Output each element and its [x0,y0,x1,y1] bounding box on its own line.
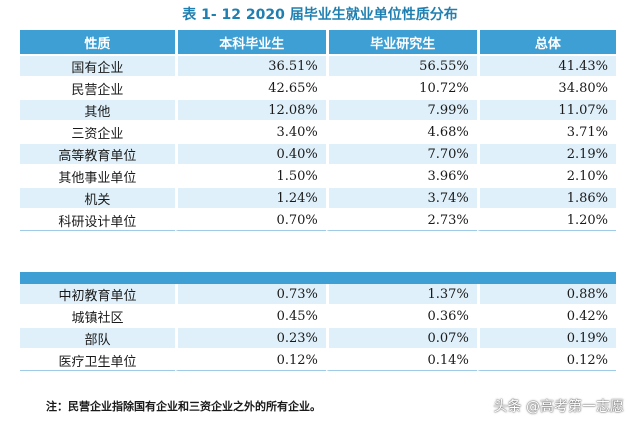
row-label: 部队 [20,328,175,350]
undergrad-value: 0.23% [175,328,326,350]
row-label: 高等教育单位 [20,144,175,166]
distribution-table-bottom: 中初教育单位 0.73% 1.37% 0.88% 城镇社区 0.45% 0.36… [20,284,616,371]
table-row: 高等教育单位 0.40% 7.70% 2.19% [20,144,616,166]
table-row: 民营企业 42.65% 10.72% 34.80% [20,78,616,100]
undergrad-value: 42.65% [174,78,326,100]
undergrad-value: 0.70% [174,210,326,231]
table-row: 城镇社区 0.45% 0.36% 0.42% [20,306,616,328]
table-row: 部队 0.23% 0.07% 0.19% [20,328,616,350]
total-value: 3.71% [476,122,616,144]
undergrad-value: 0.45% [175,306,326,328]
row-label: 民营企业 [20,78,175,100]
total-value: 41.43% [476,56,616,78]
postgrad-value: 3.74% [325,188,477,210]
postgrad-value: 3.96% [325,166,477,188]
postgrad-value: 2.73% [325,210,477,231]
row-label: 三资企业 [20,122,175,144]
undergrad-value: 1.50% [174,166,326,188]
postgrad-value: 56.55% [325,56,477,78]
undergrad-value: 0.12% [175,350,326,371]
total-value: 0.19% [476,328,616,350]
row-label: 机关 [20,188,175,210]
row-label: 中初教育单位 [20,284,175,306]
undergrad-value: 36.51% [174,56,326,78]
table-row: 中初教育单位 0.73% 1.37% 0.88% [20,284,616,306]
row-label: 其他事业单位 [20,166,175,188]
table-row: 国有企业 36.51% 56.55% 41.43% [20,56,616,78]
header-cell-postgrad: 毕业研究生 [325,30,477,56]
distribution-table-top: 性质 本科毕业生 毕业研究生 总体 国有企业 36.51% 56.55% 41.… [20,30,616,231]
total-value: 0.88% [476,284,616,306]
undergrad-value: 0.40% [174,144,326,166]
postgrad-value: 0.14% [325,350,477,371]
total-value: 1.86% [476,188,616,210]
undergrad-value: 3.40% [174,122,326,144]
postgrad-value: 1.37% [325,284,477,306]
undergrad-value: 0.73% [175,284,326,306]
total-value: 0.42% [476,306,616,328]
table-row: 其他 12.08% 7.99% 11.07% [20,100,616,122]
table-row: 其他事业单位 1.50% 3.96% 2.10% [20,166,616,188]
source-watermark: 头条 @高考第一志愿 [493,399,624,415]
table-footnote: 注：民营企业指除国有企业和三资企业之外的所有企业。 [46,400,321,413]
total-value: 2.10% [476,166,616,188]
postgrad-value: 7.99% [325,100,477,122]
row-label: 国有企业 [20,56,175,78]
header-cell-nature: 性质 [20,30,175,56]
total-value: 34.80% [476,78,616,100]
header-cell-total: 总体 [476,30,616,56]
table-title: 表 1- 12 2020 届毕业生就业单位性质分布 [182,7,458,23]
table-row: 科研设计单位 0.70% 2.73% 1.20% [20,210,616,231]
row-label: 城镇社区 [20,306,175,328]
total-value: 0.12% [476,350,616,371]
total-value: 1.20% [476,210,616,231]
row-label: 科研设计单位 [20,210,175,231]
header-cell-undergrad: 本科毕业生 [174,30,326,56]
table-row: 机关 1.24% 3.74% 1.86% [20,188,616,210]
postgrad-value: 7.70% [325,144,477,166]
undergrad-value: 1.24% [174,188,326,210]
table-header-row: 性质 本科毕业生 毕业研究生 总体 [20,30,616,56]
undergrad-value: 12.08% [174,100,326,122]
row-label: 医疗卫生单位 [20,350,175,371]
row-label: 其他 [20,100,175,122]
postgrad-value: 4.68% [325,122,477,144]
postgrad-value: 10.72% [325,78,477,100]
postgrad-value: 0.07% [325,328,477,350]
postgrad-value: 0.36% [325,306,477,328]
table-row: 三资企业 3.40% 4.68% 3.71% [20,122,616,144]
total-value: 2.19% [476,144,616,166]
table-continuation-band [20,272,616,284]
table-row: 医疗卫生单位 0.12% 0.14% 0.12% [20,350,616,371]
total-value: 11.07% [476,100,616,122]
